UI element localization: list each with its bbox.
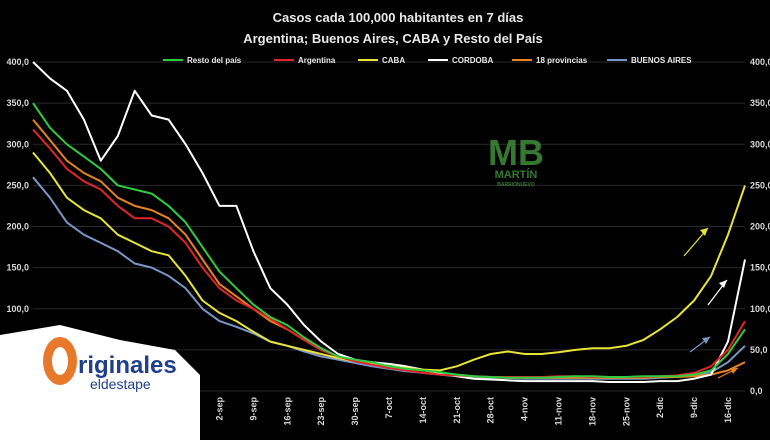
series-lines [32,61,746,383]
watermark-surname: BARRIONUEVO [497,182,535,188]
x-tick: 14-oct [418,397,428,424]
y-tick-left: 400,0 [6,57,29,67]
y-tick-left: 100,0 [6,304,29,314]
y-tick-left: 150,0 [6,263,29,273]
legend-label: BUENOS AIRES [631,56,692,65]
y-tick-left: 250,0 [6,180,29,190]
x-tick: 30-sep [350,397,360,426]
x-tick: 4-nov [520,397,530,421]
watermark-logo: MB MARTÍN BARRIONUEVO [488,132,544,188]
x-tick: 9-dic [689,397,699,418]
legend-label: 18 provincias [536,56,588,65]
x-tick: 11-nov [554,397,564,426]
arrow-18-provincias-head [730,368,738,374]
brand-subtitle: eldestape [90,376,151,392]
y-tick-right: 300,0 [750,139,770,149]
y-tick-right: 100,0 [750,304,770,314]
x-tick: 18-nov [587,397,597,426]
y-tick-left: 350,0 [6,98,29,108]
arrow-caba-head [700,228,708,236]
x-tick: 7-oct [384,397,394,419]
x-axis: 29-jul5-ago12-ago19-ago26-ago2-sep9-sep1… [45,397,733,427]
brand-name: riginales [78,352,177,379]
arrow-buenos-aires-head [702,337,710,344]
y-tick-left: 200,0 [6,222,29,232]
x-tick: 23-sep [316,397,326,426]
y-tick-right: 400,0 [750,57,770,67]
series-line-resto-del-pa-s [32,102,746,379]
y-tick-right: 200,0 [750,222,770,232]
y-tick-right: 0,0 [750,386,763,396]
x-tick: 2-dic [655,397,665,418]
legend-label: CORDOBA [452,56,494,65]
x-tick: 2-sep [214,397,224,421]
x-tick: 9-sep [248,397,258,421]
y-tick-right: 250,0 [750,180,770,190]
y-tick-right: 150,0 [750,263,770,273]
legend-label: Argentina [298,56,336,65]
y-tick-right: 50,0 [750,345,768,355]
x-tick: 21-oct [452,397,462,424]
arrow-cordoba-head [719,280,727,288]
y-axis-right: 0,0 50,0 100,0 150,0 200,0 250,0 300,0 350,0 400… [750,57,770,396]
series-line-cordoba [32,61,746,383]
legend-label: Resto del país [187,56,242,65]
x-tick: 25-nov [621,397,631,426]
chart-subtitle: Argentina; Buenos Aires, CABA y Resto de… [243,31,543,46]
x-tick: 16-sep [282,397,292,426]
brand-overlay: riginales eldestape [0,325,200,440]
trend-arrows [683,227,739,379]
y-tick-left: 300,0 [6,139,29,149]
y-tick-right: 350,0 [750,98,770,108]
brand-logo-o-inner [52,347,68,375]
legend-label: CABA [382,56,405,65]
legend: Resto del país Argentina CABA CORDOBA 18 pro… [163,56,692,65]
watermark-letters: MB [488,132,544,173]
watermark-name: MARTÍN [495,168,538,181]
x-tick: 28-oct [486,397,496,424]
x-tick: 16-dic [723,397,733,423]
chart-title: Casos cada 100,000 habitantes en 7 días [273,10,524,25]
